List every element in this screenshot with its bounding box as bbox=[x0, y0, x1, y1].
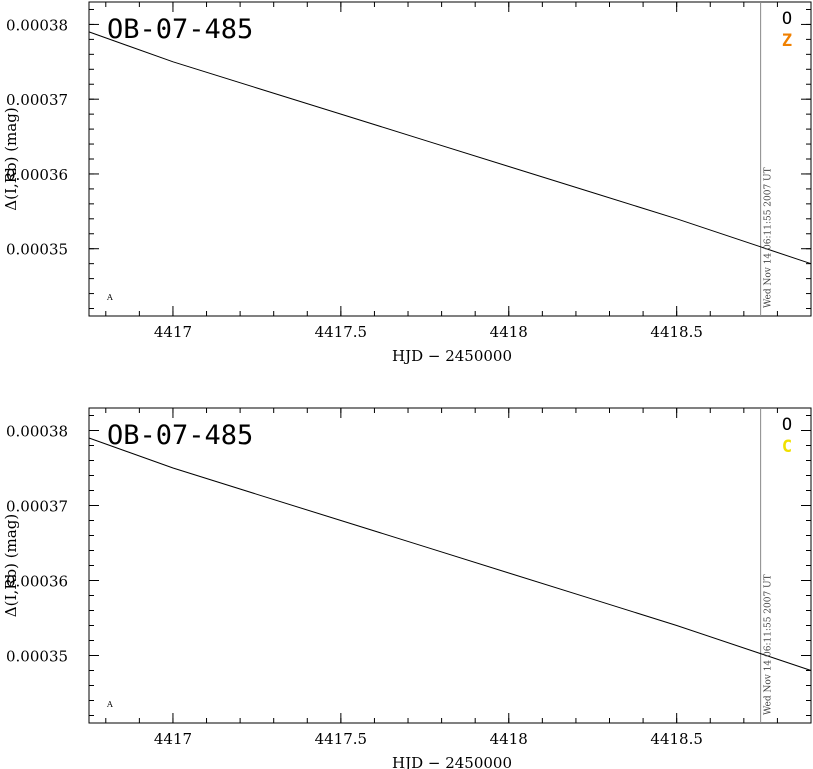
y-axis-label: Δ(I,Rb) (mag) bbox=[2, 107, 20, 210]
x-tick-label: 4417 bbox=[154, 730, 192, 748]
plot-frame bbox=[88, 1, 812, 317]
corner-label-observatory: O bbox=[782, 415, 792, 435]
y-tick-label: 0.00038 bbox=[6, 423, 68, 441]
x-tick-label: 4417 bbox=[154, 323, 192, 341]
panel-1: 4417 4417.5 4418 4418.5 0.00035 0.00036 0.0003… bbox=[2, 1, 812, 365]
plot-frame bbox=[88, 407, 812, 724]
series-line bbox=[88, 437, 812, 671]
x-tick-label: 4418 bbox=[490, 730, 528, 748]
chart-title: OB-07-485 bbox=[107, 420, 253, 451]
x-tick-label: 4418.5 bbox=[650, 323, 703, 341]
y-axis-label: Δ(I,Rb) (mag) bbox=[2, 514, 20, 617]
series-line bbox=[88, 31, 812, 265]
x-axis-label: HJD − 2450000 bbox=[392, 754, 512, 769]
y-tick-label: 0.00038 bbox=[6, 16, 68, 34]
chart-title: OB-07-485 bbox=[107, 14, 253, 45]
corner-label-observatory: O bbox=[782, 9, 792, 29]
x-axis-label: HJD − 2450000 bbox=[392, 347, 512, 365]
x-tick-label: 4417.5 bbox=[315, 323, 368, 341]
timestamp: Wed Nov 14 06:11:55 2007 UT bbox=[764, 574, 774, 715]
y-tick-label: 0.00036 bbox=[6, 573, 68, 591]
marker-label: A bbox=[106, 700, 113, 709]
corner-label-filter: Z bbox=[782, 31, 792, 51]
marker-label: A bbox=[106, 293, 113, 302]
panel-2: 4417 4417.5 4418 4418.5 0.00035 0.00036 0.0003… bbox=[2, 407, 812, 769]
corner-label-filter: C bbox=[782, 437, 792, 457]
timestamp: Wed Nov 14 06:11:55 2007 UT bbox=[764, 167, 774, 308]
y-tick-label: 0.00036 bbox=[6, 166, 68, 184]
y-tick-label: 0.00035 bbox=[6, 241, 68, 259]
y-tick-label: 0.00035 bbox=[6, 648, 68, 666]
y-tick-label: 0.00037 bbox=[6, 498, 68, 516]
x-tick-label: 4417.5 bbox=[315, 730, 368, 748]
y-tick-label: 0.00037 bbox=[6, 91, 68, 109]
x-tick-label: 4418 bbox=[490, 323, 528, 341]
x-tick-label: 4418.5 bbox=[650, 730, 703, 748]
